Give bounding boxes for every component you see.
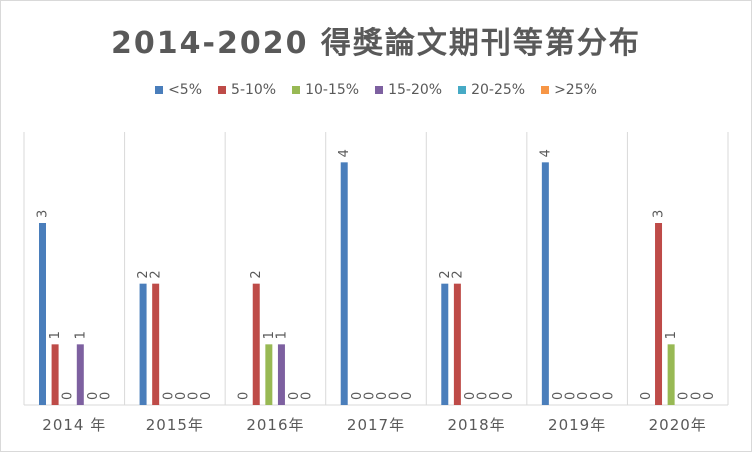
data-label: 0 (300, 392, 315, 400)
data-label: 0 (501, 392, 516, 400)
data-label: 1 (262, 331, 277, 339)
data-label: 0 (237, 392, 252, 400)
legend-swatch (458, 86, 467, 94)
chart-title: 2014-2020 得獎論文期刊等第分布 (111, 26, 641, 61)
data-label: 0 (86, 392, 101, 400)
legend-label: >25% (554, 82, 597, 98)
legend-swatch (218, 86, 227, 94)
bar (152, 283, 160, 405)
data-label: 0 (476, 392, 491, 400)
bar (277, 344, 285, 405)
bar (441, 283, 449, 405)
legend-label: 15-20% (388, 82, 443, 98)
legend-label: <5% (168, 82, 203, 98)
legend-item: 20-25% (458, 82, 525, 98)
data-label: 2 (149, 270, 164, 278)
legend-swatch (375, 86, 384, 94)
data-label: 1 (73, 331, 88, 339)
bar (655, 223, 663, 405)
bar (252, 283, 260, 405)
legend-item: >25% (541, 82, 597, 98)
x-tick-label: 2015年 (146, 416, 204, 434)
legend-label: 5-10% (231, 82, 277, 98)
bar (541, 162, 549, 405)
legend-item: 15-20% (375, 82, 442, 98)
data-label: 1 (664, 331, 679, 339)
data-label: 0 (174, 392, 189, 400)
legend-swatch (292, 86, 301, 94)
data-label: 0 (551, 392, 566, 400)
legend-label: 10-15% (305, 82, 360, 98)
x-tick-label: 2014 年 (42, 416, 106, 434)
data-label: 0 (99, 392, 114, 400)
data-label: 0 (400, 392, 415, 400)
x-tick-label: 2020年 (649, 416, 707, 434)
data-label: 0 (576, 392, 591, 400)
data-label: 0 (589, 392, 604, 400)
data-label: 0 (61, 392, 76, 400)
data-label: 0 (689, 392, 704, 400)
data-label: 0 (601, 392, 616, 400)
data-label: 0 (375, 392, 390, 400)
x-tick-label: 2018年 (447, 416, 505, 434)
legend-swatch (541, 86, 550, 94)
x-tick-label: 2017年 (347, 416, 405, 434)
data-label: 0 (677, 392, 692, 400)
bar (39, 223, 46, 405)
data-label: 2 (136, 270, 151, 278)
data-label: 0 (161, 392, 176, 400)
legend-swatch (155, 86, 164, 94)
legend-item: <5% (155, 82, 202, 98)
data-label: 1 (274, 331, 289, 339)
bar (453, 283, 461, 405)
data-label: 0 (388, 392, 403, 400)
data-label: 0 (199, 392, 214, 400)
data-label: 2 (249, 270, 264, 278)
data-label: 4 (337, 149, 352, 157)
x-tick-label: 2016年 (246, 416, 304, 434)
data-label: 0 (350, 392, 365, 400)
bar (265, 344, 273, 405)
legend-item: 5-10% (218, 82, 276, 98)
bar (340, 162, 348, 405)
legend-item: 10-15% (292, 82, 359, 98)
data-label: 0 (287, 392, 302, 400)
data-label: 1 (48, 331, 63, 339)
bar (76, 344, 84, 405)
bar (139, 283, 147, 405)
data-label: 3 (652, 210, 667, 218)
data-label: 0 (362, 392, 377, 400)
data-label: 0 (488, 392, 503, 400)
data-label: 0 (463, 392, 478, 400)
data-label: 4 (538, 149, 553, 157)
bar (667, 344, 675, 405)
data-label: 2 (438, 270, 453, 278)
x-tick-label: 2019年 (548, 416, 606, 434)
data-label: 0 (702, 392, 717, 400)
bar (51, 344, 59, 405)
data-label: 0 (186, 392, 201, 400)
data-label: 0 (639, 392, 654, 400)
data-label: 3 (36, 210, 51, 218)
legend-label: 20-25% (471, 82, 526, 98)
data-label: 2 (450, 270, 465, 278)
chart-legend: <5% 5-10% 10-15% 15-20% 20-25% >25% (0, 82, 752, 98)
data-label: 0 (564, 392, 579, 400)
